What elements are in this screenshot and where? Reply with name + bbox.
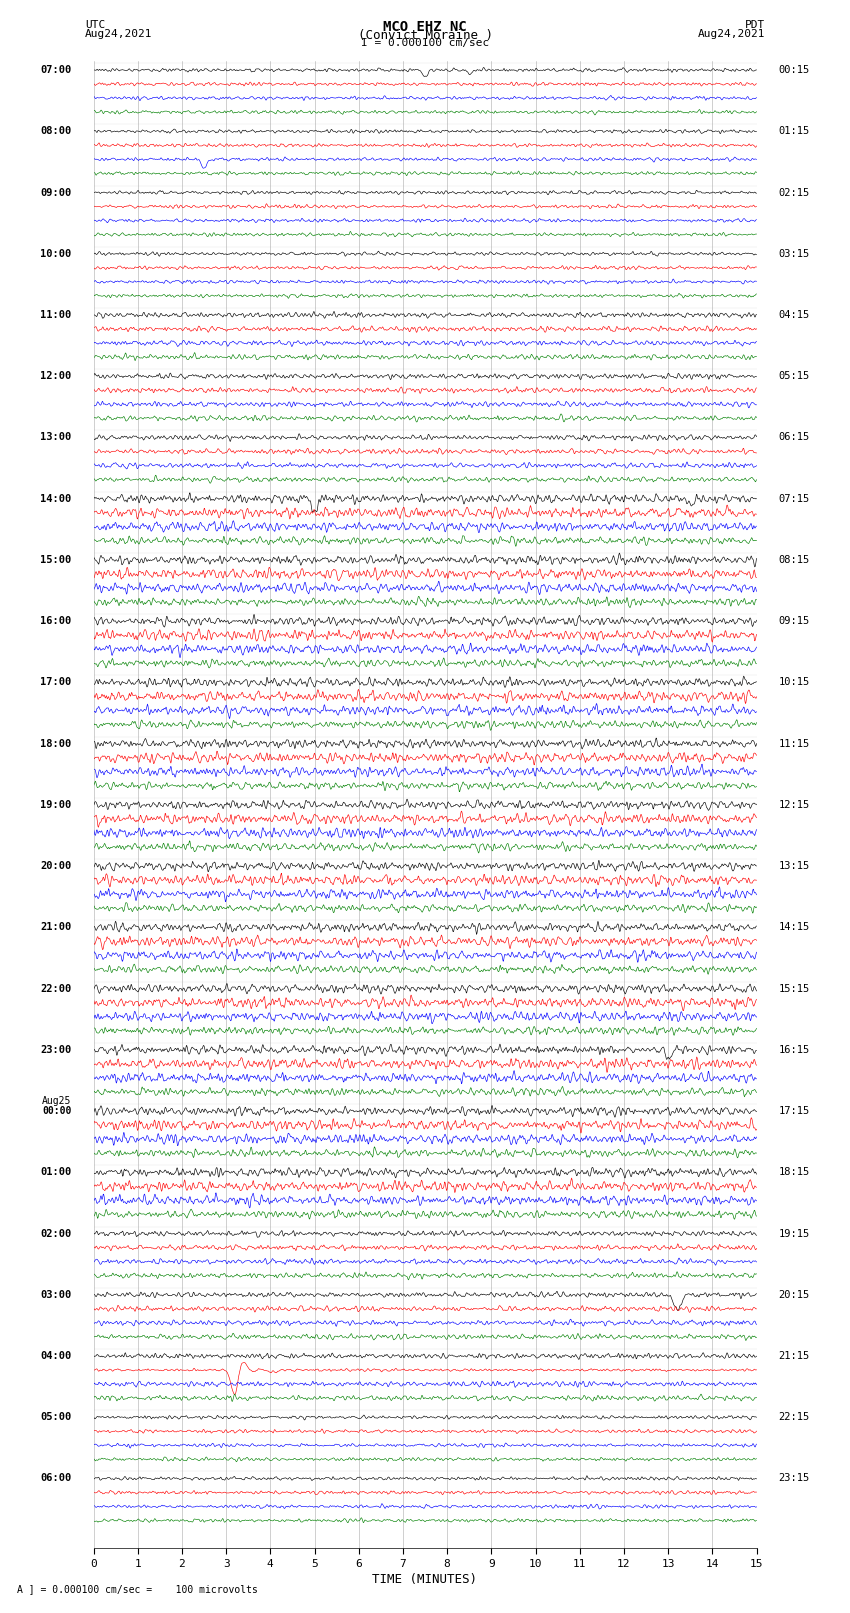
Text: 14:15: 14:15 — [779, 923, 810, 932]
Text: 23:00: 23:00 — [40, 1045, 71, 1055]
Text: 03:15: 03:15 — [779, 248, 810, 258]
Text: 21:00: 21:00 — [40, 923, 71, 932]
Text: MCO EHZ NC: MCO EHZ NC — [383, 19, 467, 34]
Text: 06:00: 06:00 — [40, 1474, 71, 1484]
Text: 11:15: 11:15 — [779, 739, 810, 748]
Text: 15:00: 15:00 — [40, 555, 71, 565]
Text: 01:00: 01:00 — [40, 1168, 71, 1177]
Text: 22:00: 22:00 — [40, 984, 71, 994]
Text: 17:00: 17:00 — [40, 677, 71, 687]
Text: 00:00: 00:00 — [42, 1107, 71, 1116]
Text: 09:00: 09:00 — [40, 187, 71, 197]
Text: 08:15: 08:15 — [779, 555, 810, 565]
Text: 12:15: 12:15 — [779, 800, 810, 810]
Text: Aug24,2021: Aug24,2021 — [85, 29, 152, 39]
Text: 10:15: 10:15 — [779, 677, 810, 687]
Text: 20:15: 20:15 — [779, 1290, 810, 1300]
Text: 13:15: 13:15 — [779, 861, 810, 871]
Text: 16:00: 16:00 — [40, 616, 71, 626]
Text: UTC: UTC — [85, 19, 105, 31]
Text: A ] = 0.000100 cm/sec =    100 microvolts: A ] = 0.000100 cm/sec = 100 microvolts — [17, 1584, 258, 1594]
Text: Aug24,2021: Aug24,2021 — [698, 29, 765, 39]
Text: 05:00: 05:00 — [40, 1413, 71, 1423]
Text: 08:00: 08:00 — [40, 126, 71, 135]
Text: 19:15: 19:15 — [779, 1229, 810, 1239]
Text: 18:00: 18:00 — [40, 739, 71, 748]
X-axis label: TIME (MINUTES): TIME (MINUTES) — [372, 1573, 478, 1586]
Text: 04:15: 04:15 — [779, 310, 810, 319]
Text: 17:15: 17:15 — [779, 1107, 810, 1116]
Text: 07:00: 07:00 — [40, 65, 71, 76]
Text: 20:00: 20:00 — [40, 861, 71, 871]
Text: 16:15: 16:15 — [779, 1045, 810, 1055]
Text: 15:15: 15:15 — [779, 984, 810, 994]
Text: 02:00: 02:00 — [40, 1229, 71, 1239]
Text: 05:15: 05:15 — [779, 371, 810, 381]
Text: 11:00: 11:00 — [40, 310, 71, 319]
Text: 18:15: 18:15 — [779, 1168, 810, 1177]
Text: 02:15: 02:15 — [779, 187, 810, 197]
Text: 12:00: 12:00 — [40, 371, 71, 381]
Text: 10:00: 10:00 — [40, 248, 71, 258]
Text: 14:00: 14:00 — [40, 494, 71, 503]
Text: PDT: PDT — [745, 19, 765, 31]
Text: 00:15: 00:15 — [779, 65, 810, 76]
Text: 19:00: 19:00 — [40, 800, 71, 810]
Text: 22:15: 22:15 — [779, 1413, 810, 1423]
Text: 03:00: 03:00 — [40, 1290, 71, 1300]
Text: Aug25: Aug25 — [42, 1097, 71, 1107]
Text: (Convict Moraine ): (Convict Moraine ) — [358, 29, 492, 42]
Text: 13:00: 13:00 — [40, 432, 71, 442]
Text: 06:15: 06:15 — [779, 432, 810, 442]
Text: 23:15: 23:15 — [779, 1474, 810, 1484]
Text: 01:15: 01:15 — [779, 126, 810, 135]
Text: 09:15: 09:15 — [779, 616, 810, 626]
Text: 21:15: 21:15 — [779, 1352, 810, 1361]
Text: I = 0.000100 cm/sec: I = 0.000100 cm/sec — [361, 37, 489, 48]
Text: 04:00: 04:00 — [40, 1352, 71, 1361]
Text: 07:15: 07:15 — [779, 494, 810, 503]
